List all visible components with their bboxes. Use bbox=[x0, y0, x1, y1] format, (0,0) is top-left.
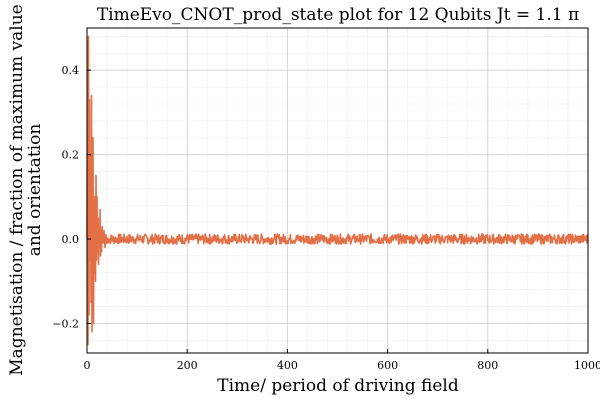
plot-series bbox=[86, 35, 589, 346]
x-tick-label: 600 bbox=[377, 359, 398, 372]
y-axis-label-line-2: and orientation bbox=[25, 124, 45, 257]
x-axis-ticks: 0 200 400 600 800 1000 bbox=[84, 349, 600, 372]
major-grid bbox=[86, 28, 589, 353]
y-tick-label: 0.0 bbox=[62, 233, 80, 246]
x-tick-label: 1000 bbox=[574, 359, 600, 372]
x-tick-label: 800 bbox=[477, 359, 498, 372]
y-axis-label-line-1: Magnetisation / fraction of maximum valu… bbox=[7, 4, 27, 375]
x-tick-label: 200 bbox=[177, 359, 198, 372]
x-axis-label: Time/ period of driving field bbox=[217, 376, 459, 396]
minor-grid bbox=[86, 28, 589, 353]
plot-frame bbox=[86, 27, 589, 354]
chart-title: TimeEvo_CNOT_prod_state plot for 12 Qubi… bbox=[97, 5, 579, 25]
y-tick-label: 0.4 bbox=[62, 64, 80, 77]
x-tick-label: 400 bbox=[277, 359, 298, 372]
y-axis-label: Magnetisation / fraction of maximum valu… bbox=[7, 4, 45, 375]
x-tick-label: 0 bbox=[84, 359, 91, 372]
y-axis-ticks: −0.2 0.0 0.2 0.4 bbox=[52, 64, 91, 330]
y-tick-label: −0.2 bbox=[52, 317, 79, 330]
y-tick-label: 0.2 bbox=[62, 149, 80, 162]
magnetisation-line bbox=[86, 35, 589, 346]
